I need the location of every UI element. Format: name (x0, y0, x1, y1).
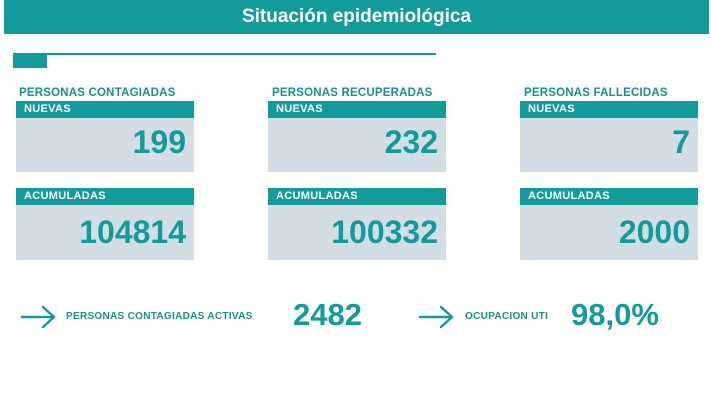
page-title: Situación epidemiológica (4, 0, 709, 34)
card-value: 100332 (331, 214, 438, 250)
card-label: ACUMULADAS (16, 188, 194, 205)
card-fallecidas-nuevas: NUEVAS 7 (520, 101, 698, 172)
card-contagiadas-nuevas: NUEVAS 199 (16, 101, 194, 172)
card-value: 7 (672, 124, 690, 160)
group-title-contagiadas: PERSONAS CONTAGIADAS (19, 87, 176, 99)
group-title-fallecidas: PERSONAS FALLECIDAS (524, 87, 668, 99)
card-value: 2000 (618, 214, 690, 250)
card-contagiadas-acumuladas: ACUMULADAS 104814 (16, 188, 194, 260)
card-value: 104814 (79, 214, 186, 250)
card-label: NUEVAS (16, 101, 194, 118)
uti-occupancy-value: 98,0% (571, 297, 659, 332)
group-title-recuperadas: PERSONAS RECUPERADAS (272, 87, 433, 99)
card-value: 199 (132, 124, 186, 160)
arrow-right-icon (21, 305, 56, 329)
arrow-right-icon (419, 305, 454, 329)
card-recuperadas-acumuladas: ACUMULADAS 100332 (268, 188, 446, 260)
active-cases-label: PERSONAS CONTAGIADAS ACTIVAS (66, 311, 253, 322)
card-recuperadas-nuevas: NUEVAS 232 (268, 101, 446, 172)
card-label: ACUMULADAS (520, 188, 698, 205)
card-fallecidas-acumuladas: ACUMULADAS 2000 (520, 188, 698, 260)
accent-divider (47, 53, 436, 55)
card-label: ACUMULADAS (268, 188, 446, 205)
card-label: NUEVAS (520, 101, 698, 118)
uti-occupancy-label: OCUPACION UTI (465, 311, 549, 322)
card-value: 232 (384, 124, 438, 160)
active-cases-value: 2482 (293, 297, 362, 332)
card-label: NUEVAS (268, 101, 446, 118)
accent-block (13, 53, 47, 68)
